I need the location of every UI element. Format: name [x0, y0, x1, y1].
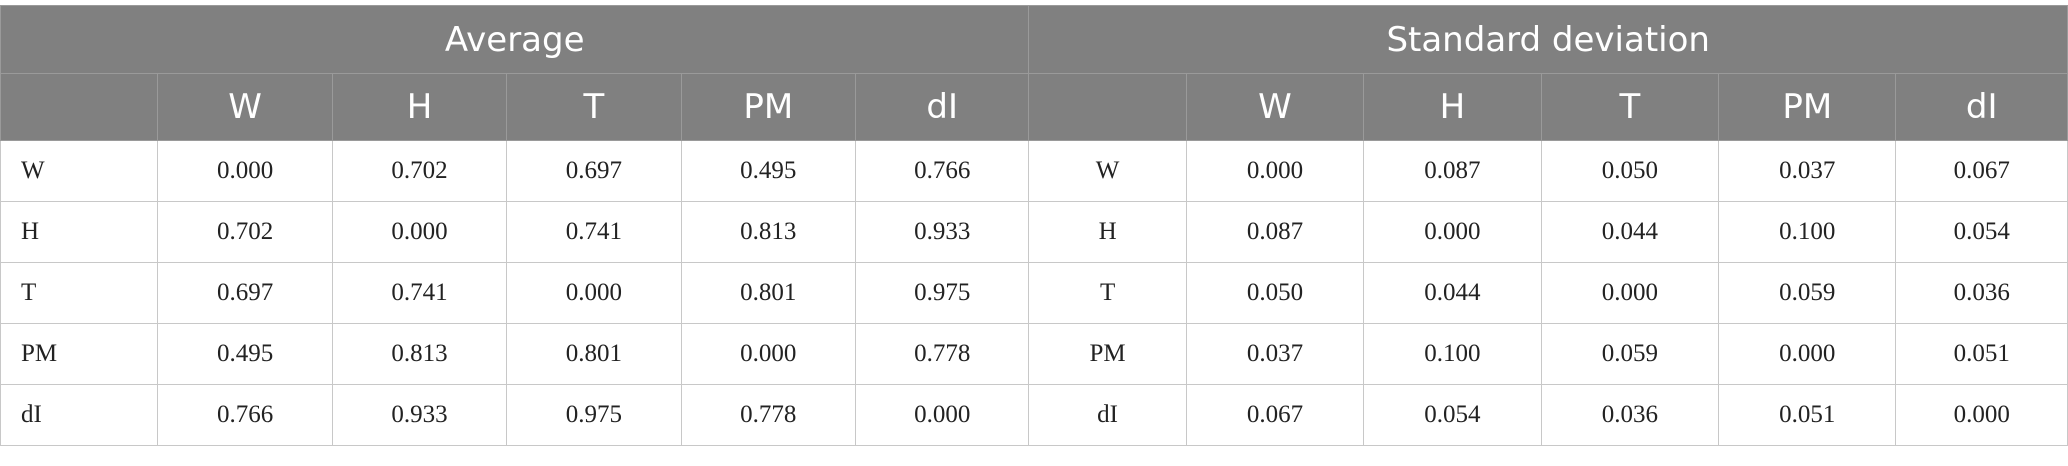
- table-cell: 0.778: [680, 384, 857, 446]
- row-label-average: H: [0, 201, 159, 263]
- table-cell: 0.000: [331, 201, 508, 263]
- table-cell: 0.059: [1540, 323, 1720, 385]
- group-header-standard-deviation: Standard deviation: [1028, 5, 2068, 74]
- table-cell: 0.100: [1718, 201, 1897, 263]
- table-cell: 0.054: [1363, 384, 1542, 446]
- table-row: dI 0.766 0.933 0.975 0.778 0.000 dI 0.06…: [0, 384, 2068, 446]
- table-cell: 0.036: [1540, 384, 1720, 446]
- table-cell: 0.000: [157, 140, 333, 202]
- column-header-average-t: T: [506, 73, 682, 141]
- table-cell: 0.037: [1185, 323, 1365, 385]
- table-row: T 0.697 0.741 0.000 0.801 0.975 T 0.050 …: [0, 262, 2068, 324]
- row-label-average: W: [0, 140, 159, 202]
- table-cell: 0.087: [1185, 201, 1365, 263]
- row-label-average: T: [0, 262, 159, 324]
- table-cell: 0.067: [1895, 140, 2068, 202]
- table-cell: 0.933: [854, 201, 1030, 263]
- table-row: H 0.702 0.000 0.741 0.813 0.933 H 0.087 …: [0, 201, 2068, 263]
- column-header-sd-h: H: [1363, 73, 1542, 141]
- row-label-standard-deviation: dI: [1028, 384, 1187, 446]
- table-cell: 0.813: [680, 201, 857, 263]
- table-cell: 0.050: [1185, 262, 1365, 324]
- table-cell: 0.801: [506, 323, 682, 385]
- table-cell: 0.067: [1185, 384, 1365, 446]
- table-cell: 0.051: [1718, 384, 1897, 446]
- row-label-average: dI: [0, 384, 159, 446]
- column-header-sd-pm: PM: [1718, 73, 1897, 141]
- table-cell: 0.044: [1363, 262, 1542, 324]
- table-cell: 0.933: [331, 384, 508, 446]
- table-cell: 0.702: [157, 201, 333, 263]
- row-label-standard-deviation: W: [1028, 140, 1187, 202]
- table-cell: 0.495: [157, 323, 333, 385]
- table-cell: 0.697: [157, 262, 333, 324]
- table-cell: 0.702: [331, 140, 508, 202]
- table-cell: 0.975: [854, 262, 1030, 324]
- table-cell: 0.766: [157, 384, 333, 446]
- table-row: PM 0.495 0.813 0.801 0.000 0.778 PM 0.03…: [0, 323, 2068, 385]
- table-cell: 0.100: [1363, 323, 1542, 385]
- column-header-average-blank: [0, 73, 159, 141]
- table-cell: 0.801: [680, 262, 857, 324]
- group-header-row: Average Standard deviation: [0, 5, 2068, 74]
- column-header-sd-blank: [1028, 73, 1187, 141]
- table-cell: 0.000: [680, 323, 857, 385]
- table-body: W 0.000 0.702 0.697 0.495 0.766 W 0.000 …: [0, 140, 2068, 446]
- column-header-sd-w: W: [1185, 73, 1365, 141]
- table-cell: 0.000: [1363, 201, 1542, 263]
- table-cell: 0.087: [1363, 140, 1542, 202]
- table-cell: 0.813: [331, 323, 508, 385]
- column-header-average-di: dI: [854, 73, 1030, 141]
- table-cell: 0.000: [1185, 140, 1365, 202]
- table-cell: 0.044: [1540, 201, 1720, 263]
- table-cell: 0.778: [854, 323, 1030, 385]
- table-cell: 0.766: [854, 140, 1030, 202]
- table-cell: 0.495: [680, 140, 857, 202]
- table-cell: 0.059: [1718, 262, 1897, 324]
- table-cell: 0.000: [1895, 384, 2068, 446]
- column-header-average-h: H: [331, 73, 508, 141]
- row-label-average: PM: [0, 323, 159, 385]
- table-cell: 0.741: [331, 262, 508, 324]
- row-label-standard-deviation: T: [1028, 262, 1187, 324]
- column-header-sd-di: dI: [1895, 73, 2068, 141]
- row-label-standard-deviation: H: [1028, 201, 1187, 263]
- table-cell: 0.000: [1718, 323, 1897, 385]
- column-header-average-pm: PM: [680, 73, 857, 141]
- table-cell: 0.975: [506, 384, 682, 446]
- row-label-standard-deviation: PM: [1028, 323, 1187, 385]
- table-cell: 0.000: [506, 262, 682, 324]
- table-cell: 0.050: [1540, 140, 1720, 202]
- table-row: W 0.000 0.702 0.697 0.495 0.766 W 0.000 …: [0, 140, 2068, 202]
- data-table: Average Standard deviation W H T PM dI W…: [0, 5, 2068, 446]
- column-header-row: W H T PM dI W H T PM dI: [0, 73, 2068, 141]
- table-cell: 0.000: [854, 384, 1030, 446]
- column-header-average-w: W: [157, 73, 333, 141]
- column-header-sd-t: T: [1540, 73, 1720, 141]
- table-cell: 0.037: [1718, 140, 1897, 202]
- table-cell: 0.697: [506, 140, 682, 202]
- table-cell: 0.000: [1540, 262, 1720, 324]
- table-cell: 0.054: [1895, 201, 2068, 263]
- table-cell: 0.051: [1895, 323, 2068, 385]
- table-cell: 0.036: [1895, 262, 2068, 324]
- table-cell: 0.741: [506, 201, 682, 263]
- group-header-average: Average: [0, 5, 1030, 74]
